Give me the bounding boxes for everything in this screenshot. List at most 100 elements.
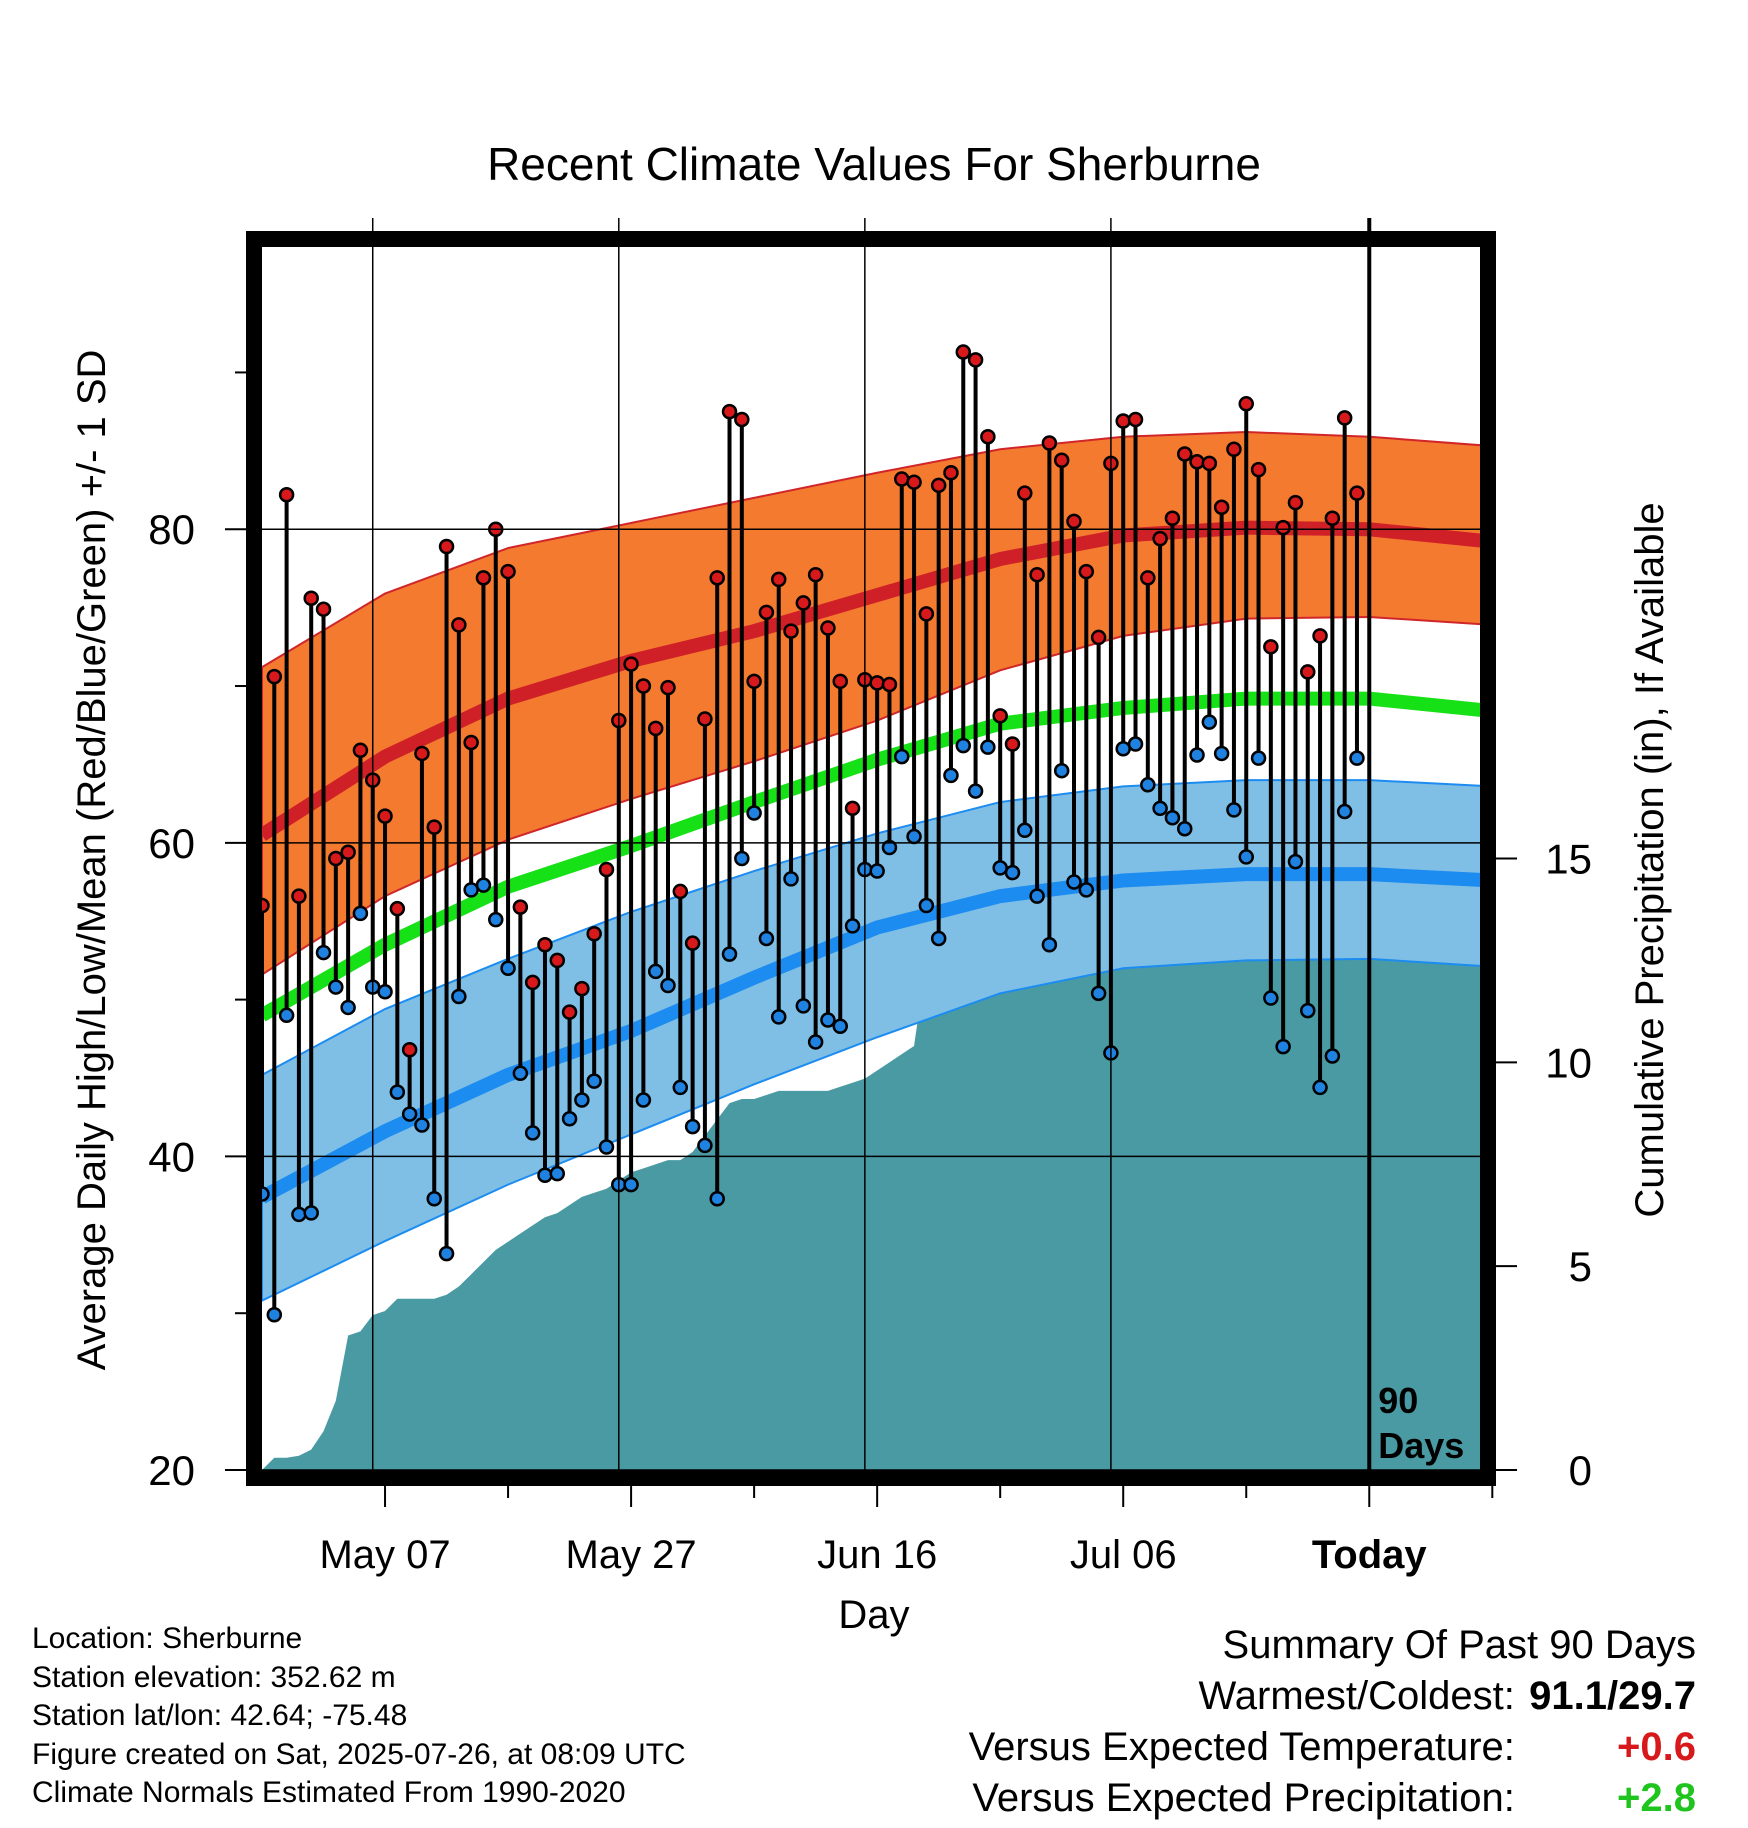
daily-high-point	[869, 675, 885, 691]
station-metadata: Location: Sherburne Station elevation: 3…	[32, 1620, 686, 1813]
daily-low-point	[266, 1307, 283, 1323]
daily-low-point	[955, 737, 972, 754]
daily-low-point	[377, 984, 393, 1000]
daily-low-point	[414, 1117, 430, 1133]
high-normal-band	[262, 431, 1480, 976]
y2-tick-label: 15	[1545, 836, 1592, 883]
daily-high-point	[1053, 452, 1070, 468]
daily-low-point	[697, 1137, 713, 1154]
precip-value: +2.8	[1617, 1776, 1696, 1820]
daily-high-point	[1152, 530, 1168, 547]
y-tick-label: 80	[148, 506, 195, 553]
daily-high-point	[770, 571, 787, 588]
daily-high-point	[1176, 446, 1193, 462]
daily-low-point	[783, 871, 799, 887]
daily-low-point	[980, 739, 996, 755]
daily-low-point	[315, 944, 332, 961]
daily-low-point	[463, 882, 479, 898]
daily-low-point	[1115, 740, 1131, 757]
daily-high-point	[537, 936, 553, 953]
daily-low-point	[340, 999, 356, 1016]
daily-high-point	[967, 352, 984, 368]
daily-low-point	[943, 767, 959, 784]
daily-low-point	[1041, 936, 1058, 953]
daily-high-point	[262, 897, 270, 914]
daily-low-point	[1004, 864, 1021, 881]
daily-high-point	[426, 819, 442, 835]
daily-high-point	[1164, 510, 1181, 527]
daily-high-point	[598, 861, 615, 878]
daily-high-point	[1300, 664, 1316, 680]
precipitation-area	[262, 834, 1480, 1470]
daily-high-point	[881, 676, 898, 693]
daily-high-point	[1066, 513, 1082, 530]
daily-high-point	[475, 570, 492, 586]
summary-panel: Summary Of Past 90 Days Warmest/Coldest:…	[969, 1620, 1696, 1824]
daily-high-point	[574, 980, 590, 997]
plot-frame	[246, 231, 1496, 1486]
daily-high-point	[1078, 563, 1095, 580]
daily-low-point	[1189, 747, 1205, 763]
daily-high-point	[623, 656, 639, 672]
daily-high-point	[315, 601, 332, 617]
plot-area	[262, 344, 1480, 1470]
warm-cold-value: 91.1/29.7	[1529, 1674, 1696, 1718]
y2-tick-label: 5	[1569, 1243, 1592, 1290]
daily-high-point	[561, 1004, 578, 1020]
daily-high-point	[512, 899, 529, 915]
daily-low-point	[709, 1190, 725, 1207]
daily-low-point	[574, 1092, 590, 1108]
daily-low-point	[795, 998, 812, 1014]
daily-high-point	[930, 477, 947, 494]
daily-high-point	[660, 679, 676, 696]
daily-high-point	[414, 745, 430, 762]
daily-low-point	[426, 1190, 442, 1207]
daily-high-point	[451, 617, 467, 633]
daily-high-point	[992, 708, 1008, 724]
normals-text: Climate Normals Estimated From 1990-2020	[32, 1776, 626, 1809]
daily-high-point	[1213, 499, 1230, 516]
daily-low-point	[1017, 822, 1033, 839]
daily-high-point	[1090, 629, 1107, 646]
daily-low-point	[1029, 888, 1045, 904]
daily-high-point	[1287, 494, 1304, 511]
daily-high-point	[943, 465, 959, 481]
daily-high-point	[647, 720, 664, 737]
daily-low-point	[1213, 745, 1230, 762]
daily-low-point	[561, 1111, 578, 1127]
daily-low-point	[623, 1176, 639, 1193]
daily-high-point	[1127, 411, 1144, 428]
daily-low-point	[438, 1245, 455, 1262]
latlon-text: Station lat/lon: 42.64; -75.48	[32, 1699, 408, 1732]
daily-low-point	[807, 1034, 824, 1050]
today-days-number: 90	[1378, 1380, 1418, 1421]
y2-tick-label: 10	[1545, 1039, 1592, 1086]
daily-low-point	[734, 850, 750, 867]
daily-low-point	[660, 977, 676, 994]
daily-low-point	[389, 1084, 406, 1100]
today-days-label: Days	[1378, 1425, 1464, 1466]
daily-high-point	[635, 678, 652, 694]
daily-low-point	[992, 860, 1008, 876]
low-normal-band	[262, 779, 1480, 1302]
daily-high-point	[500, 563, 516, 580]
daily-low-point	[598, 1139, 615, 1155]
daily-high-point	[328, 850, 344, 867]
y-tick-label: 20	[148, 1447, 195, 1494]
daily-low-point	[1152, 800, 1168, 817]
daily-high-point	[340, 844, 356, 860]
precip-label: Versus Expected Precipitation:	[972, 1776, 1515, 1820]
daily-high-point	[906, 474, 922, 490]
daily-low-point	[672, 1079, 689, 1096]
daily-high-point	[352, 742, 369, 759]
daily-high-point	[586, 926, 602, 942]
daily-low-point	[647, 963, 664, 980]
daily-high-point	[1201, 455, 1218, 472]
daily-high-point	[1263, 639, 1279, 655]
daily-high-point	[463, 734, 479, 751]
daily-high-point	[672, 883, 689, 900]
temp-value: +0.6	[1617, 1725, 1696, 1769]
daily-low-point	[488, 911, 504, 928]
daily-high-point	[291, 888, 307, 904]
x-tick-label: Jun 16	[817, 1533, 937, 1577]
